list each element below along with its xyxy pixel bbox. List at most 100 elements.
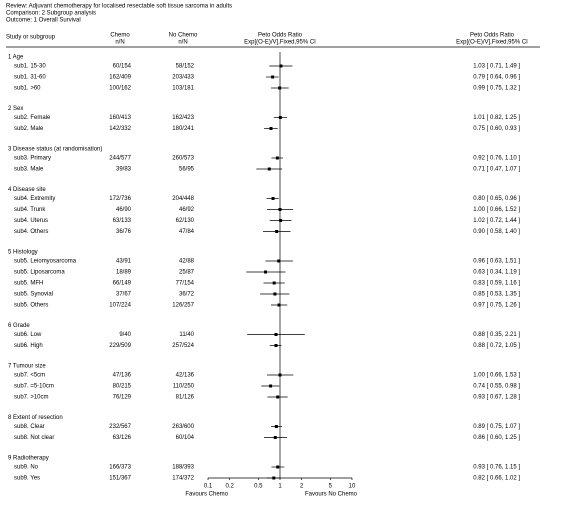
header-line: Review: Adjuvant chemotherapy for locali… (6, 4, 232, 10)
row-name: sub7. =5-10cm (14, 384, 54, 390)
effect-label: 0.90 [ 0.58, 1.40 ] (473, 229, 520, 235)
effect-label: 0.71 [ 0.47, 1.07 ] (473, 167, 520, 173)
row-name: sub4. Uterus (14, 218, 48, 224)
effect-label: 0.93 [ 0.67, 1.28 ] (473, 395, 520, 401)
group-title: 7 Tumour size (8, 364, 46, 370)
no-chemo-count: 188/393 (172, 465, 194, 471)
no-chemo-count: 260/573 (172, 156, 194, 162)
group-title: 8 Extent of resection (8, 415, 63, 421)
x-tick-label: 0.1 (204, 484, 213, 490)
effect-label: 0.83 [ 0.59, 1.16 ] (473, 281, 520, 287)
column-header: Study or subgroup (6, 35, 56, 41)
favours-right: Favours No Chemo (305, 492, 358, 498)
row-name: sub5. Liposarcoma (14, 270, 65, 276)
point-estimate (272, 281, 276, 285)
chemo-count: 100/162 (109, 86, 131, 92)
chemo-count: 46/90 (116, 207, 132, 213)
x-tick-label: 1 (278, 484, 282, 490)
chemo-count: 47/136 (113, 373, 132, 379)
point-estimate (273, 436, 277, 439)
point-estimate (275, 156, 279, 160)
point-estimate (274, 344, 278, 347)
point-estimate (269, 127, 273, 130)
column-header: n/N (178, 40, 187, 46)
row-name: sub4. Extremity (14, 196, 55, 202)
effect-label: 1.00 [ 0.66, 1.53 ] (473, 373, 520, 379)
chemo-count: 66/149 (113, 281, 132, 287)
point-estimate (271, 75, 275, 79)
no-chemo-count: 203/433 (172, 75, 194, 81)
point-estimate (279, 219, 283, 222)
no-chemo-count: 46/92 (179, 207, 195, 213)
chemo-count: 18/89 (116, 270, 132, 276)
group-title: 3 Disease status (at randomisation) (8, 147, 102, 153)
point-estimate (269, 384, 273, 388)
no-chemo-count: 162/423 (172, 115, 194, 121)
effect-label: 0.88 [ 0.72, 1.05 ] (473, 343, 520, 349)
chemo-count: 9/40 (119, 332, 131, 338)
row-name: sub9. Yes (14, 476, 40, 482)
effect-label: 0.89 [ 0.75, 1.07 ] (473, 424, 520, 430)
no-chemo-count: 103/181 (172, 86, 194, 92)
x-tick-label: 5 (329, 484, 333, 490)
chemo-count: 166/373 (109, 465, 131, 471)
row-name: sub3. Male (14, 167, 44, 173)
row-name: sub8. Clear (14, 424, 45, 430)
chemo-count: 43/91 (116, 259, 132, 265)
no-chemo-count: 47/84 (179, 229, 195, 235)
point-estimate (274, 333, 278, 336)
x-tick-label: 10 (349, 484, 356, 490)
effect-label: 0.97 [ 0.75, 1.26 ] (473, 303, 520, 309)
no-chemo-count: 36/72 (179, 292, 195, 298)
no-chemo-count: 174/372 (172, 476, 194, 482)
chemo-count: 36/76 (116, 229, 132, 235)
effect-label: 0.85 [ 0.53, 1.35 ] (473, 292, 520, 298)
chemo-count: 76/129 (113, 395, 132, 401)
effect-label: 0.88 [ 0.35, 2.21 ] (473, 332, 520, 338)
row-name: sub8. Not clear (14, 435, 54, 441)
effect-label: 1.01 [ 0.82, 1.25 ] (473, 115, 520, 121)
no-chemo-count: 25/87 (179, 270, 195, 276)
chemo-count: 63/133 (113, 218, 132, 224)
group-title: 5 Histology (8, 250, 38, 256)
no-chemo-count: 42/136 (176, 373, 195, 379)
effect-label: 0.86 [ 0.60, 1.25 ] (473, 435, 520, 441)
point-estimate (275, 230, 279, 233)
chemo-count: 244/577 (109, 156, 131, 162)
no-chemo-count: 180/241 (172, 126, 194, 132)
group-title: 1 Age (8, 55, 24, 61)
header-line: Comparison: 2 Subgroup analysis (6, 11, 96, 17)
effect-label: 0.92 [ 0.76, 1.10 ] (473, 156, 520, 162)
no-chemo-count: 11/40 (179, 332, 194, 338)
row-name: sub9. No (14, 465, 39, 471)
row-name: sub4. Others (14, 229, 48, 235)
effect-label: 0.80 [ 0.65, 0.96 ] (473, 196, 520, 202)
effect-label: 1.02 [ 0.72, 1.44 ] (473, 218, 520, 224)
point-estimate (273, 292, 277, 296)
chemo-count: 37/67 (116, 292, 132, 298)
row-name: sub5. Others (14, 303, 48, 309)
row-name: sub1. 15-30 (14, 64, 46, 70)
no-chemo-count: 58/152 (176, 64, 195, 70)
effect-label: 1.00 [ 0.66, 1.52 ] (473, 207, 520, 213)
chemo-count: 60/154 (113, 64, 132, 70)
chemo-count: 151/367 (109, 476, 131, 482)
column-header: No Chemo (169, 33, 198, 39)
no-chemo-count: 60/104 (176, 435, 195, 441)
row-name: sub5. MFH (14, 281, 43, 287)
row-name: sub5. Leiomyosarcoma (14, 259, 77, 265)
point-estimate (264, 270, 268, 274)
column-header: Exp[(O-E)/V],Fixed,95% CI (244, 40, 316, 46)
x-tick-label: 0.5 (254, 484, 263, 490)
row-name: sub2. Female (14, 115, 51, 121)
row-name: sub1. >60 (14, 86, 41, 92)
no-chemo-count: 77/154 (176, 281, 195, 287)
chemo-count: 232/567 (109, 424, 131, 430)
row-name: sub4. Trunk (14, 207, 46, 213)
effect-label: 0.79 [ 0.64, 0.96 ] (473, 75, 520, 81)
effect-label: 0.75 [ 0.60, 0.93 ] (473, 126, 520, 132)
point-estimate (276, 465, 280, 469)
point-estimate (279, 64, 283, 68)
row-name: sub6. High (14, 343, 43, 349)
